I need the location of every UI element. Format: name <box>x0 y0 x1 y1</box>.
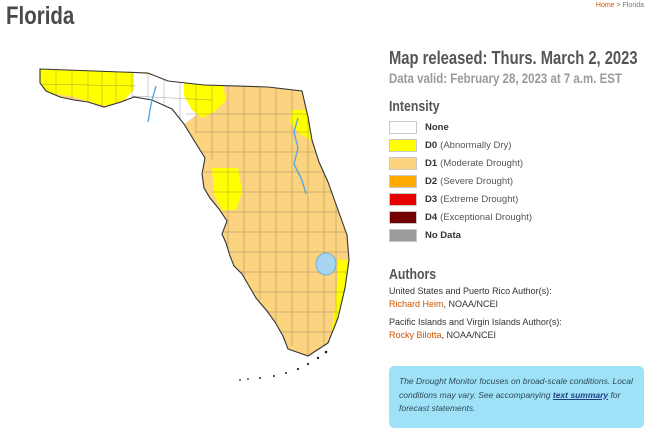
breadcrumb-current: Florida <box>622 2 644 9</box>
legend-code: D4 <box>425 211 438 223</box>
author-affiliation: , NOAA/NCEI <box>443 299 499 309</box>
map-released-date: Map released: Thurs. March 2, 2023 <box>389 48 638 68</box>
legend-swatch <box>389 120 417 134</box>
author-group-heading: United States and Puerto Rico Author(s): <box>389 286 552 296</box>
drought-map <box>36 60 376 390</box>
county-lines <box>40 69 348 356</box>
map-info-panel: Map released: Thurs. March 2, 2023 Data … <box>389 48 647 342</box>
legend-code: D2 <box>425 175 438 187</box>
intensity-legend: None D0 (Abnormally Dry) D1 (Moderate Dr… <box>389 118 647 244</box>
river-st-johns <box>293 117 307 195</box>
legend-code: D1 <box>425 157 438 169</box>
author-group-pacific: Pacific Islands and Virgin Islands Autho… <box>389 316 647 342</box>
author-group-us: United States and Puerto Rico Author(s):… <box>389 285 647 311</box>
legend-item-d1: D1 (Moderate Drought) <box>389 154 647 172</box>
legend-item-no-data: No Data <box>389 226 647 244</box>
legend-item-d3: D3 (Extreme Drought) <box>389 190 647 208</box>
lake-okeechobee <box>315 252 337 276</box>
legend-swatch <box>389 138 417 152</box>
legend-code: D3 <box>425 193 438 205</box>
author-affiliation: , NOAA/NCEI <box>441 330 497 340</box>
breadcrumb-home-link[interactable]: Home <box>595 2 615 9</box>
intensity-title: Intensity <box>389 98 440 115</box>
legend-swatch <box>389 228 417 242</box>
notice-text-end: for forecast statements. <box>399 389 621 414</box>
legend-desc: (Extreme Drought) <box>440 193 519 205</box>
page-title: Florida <box>6 2 75 30</box>
region-d0-west-panhandle <box>40 69 134 106</box>
legend-desc: (Severe Drought) <box>440 175 514 187</box>
legend-swatch <box>389 210 417 224</box>
author-group-heading: Pacific Islands and Virgin Islands Autho… <box>389 317 562 327</box>
legend-item-none: None <box>389 118 647 136</box>
legend-swatch <box>389 156 417 170</box>
text-summary-link[interactable]: text summary <box>552 389 609 400</box>
legend-swatch <box>389 192 417 206</box>
legend-item-d4: D4 (Exceptional Drought) <box>389 208 647 226</box>
legend-swatch <box>389 174 417 188</box>
breadcrumb-separator: > <box>616 2 621 9</box>
region-d0-tampa <box>212 168 242 210</box>
legend-desc: (Abnormally Dry) <box>440 139 512 151</box>
legend-item-d0: D0 (Abnormally Dry) <box>389 136 647 154</box>
drought-monitor-notice: The Drought Monitor focuses on broad-sca… <box>389 366 644 428</box>
legend-item-d2: D2 (Severe Drought) <box>389 172 647 190</box>
authors-title: Authors <box>389 266 437 283</box>
author-link[interactable]: Rocky Bilotta <box>389 330 442 340</box>
legend-code: D0 <box>425 139 438 151</box>
breadcrumb: Home > Florida <box>596 2 644 9</box>
legend-code: No Data <box>425 229 461 241</box>
florida-keys <box>239 350 328 381</box>
notice-text: The Drought Monitor focuses on broad-sca… <box>399 376 633 400</box>
river-apalachicola <box>147 85 157 123</box>
florida-map-svg <box>39 68 350 381</box>
legend-desc: (Moderate Drought) <box>440 157 524 169</box>
data-valid-date: Data valid: February 28, 2023 at 7 a.m. … <box>389 70 622 86</box>
author-link[interactable]: Richard Heim <box>389 299 444 309</box>
legend-desc: (Exceptional Drought) <box>440 211 533 223</box>
legend-code: None <box>425 121 449 133</box>
